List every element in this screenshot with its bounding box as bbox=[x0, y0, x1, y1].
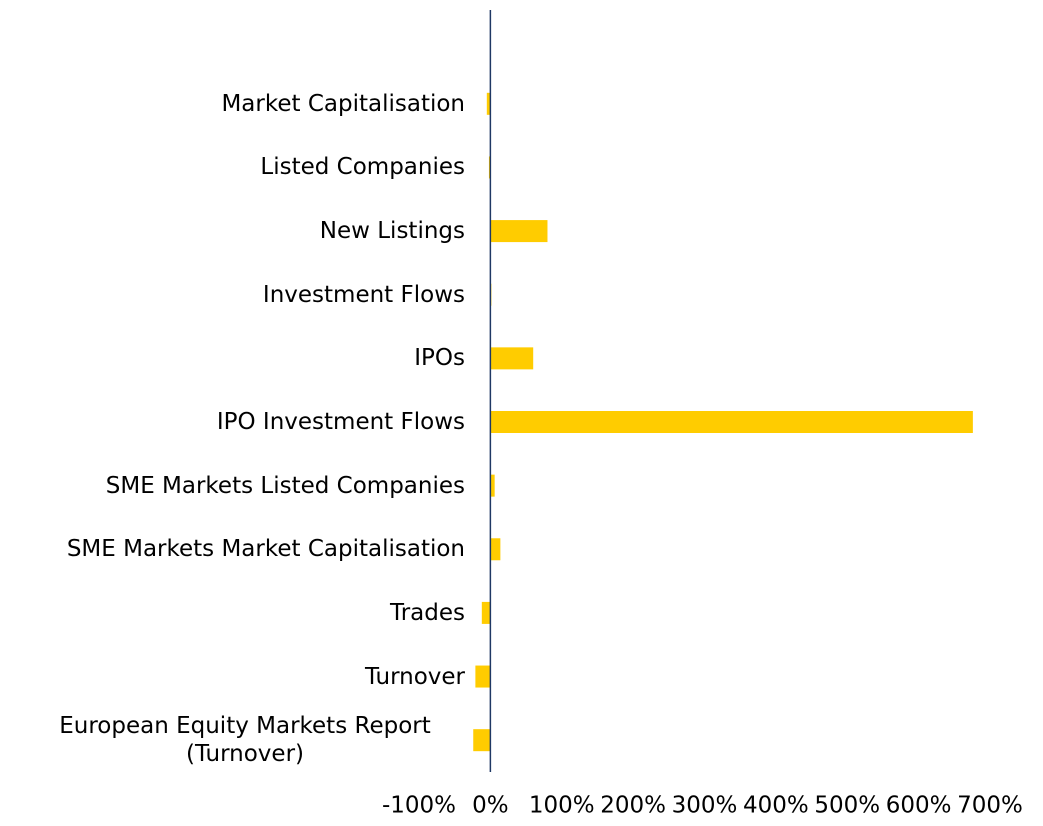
y-tick-label-box: Trades bbox=[0, 583, 465, 643]
y-tick-label: New Listings bbox=[319, 218, 465, 245]
y-tick-label: Listed Companies bbox=[260, 154, 465, 181]
bar bbox=[490, 411, 973, 433]
bar bbox=[490, 538, 501, 561]
y-tick-label: Market Capitalisation bbox=[221, 90, 465, 117]
y-tick-label-box: IPOs bbox=[0, 328, 465, 388]
y-tick-label-box: Market Capitalisation bbox=[0, 74, 465, 134]
bar bbox=[490, 220, 548, 243]
y-tick-label-box: Listed Companies bbox=[0, 137, 465, 197]
x-tick-label: 0% bbox=[472, 793, 509, 819]
y-tick-label: IPO Investment Flows bbox=[216, 409, 465, 435]
x-tick-label: 200% bbox=[600, 793, 666, 819]
y-tick-label-box: Investment Flows bbox=[0, 265, 465, 325]
bar bbox=[486, 92, 491, 115]
x-tick-label: 400% bbox=[743, 793, 809, 819]
x-tick-label: 100% bbox=[529, 793, 595, 819]
y-tick-label: European Equity Markets Report (Turnover… bbox=[59, 713, 431, 768]
bar bbox=[490, 347, 534, 370]
y-tick-label-box: IPO Investment Flows bbox=[0, 392, 465, 452]
y-tick-label-box: New Listings bbox=[0, 201, 465, 261]
x-tick-label: -100% bbox=[382, 793, 456, 819]
y-tick-label-box: SME Markets Listed Companies bbox=[0, 456, 465, 516]
y-tick-label-box: European Equity Markets Report (Turnover… bbox=[0, 710, 465, 770]
y-tick-label-box: SME Markets Market Capitalisation bbox=[0, 519, 465, 579]
bar bbox=[473, 729, 491, 752]
x-tick-label: 500% bbox=[814, 793, 880, 819]
x-tick-label: 700% bbox=[957, 793, 1023, 819]
x-tick-label: 600% bbox=[886, 793, 952, 819]
y-tick-label: Investment Flows bbox=[262, 281, 465, 308]
bar bbox=[481, 601, 491, 624]
y-tick-label-box: Turnover bbox=[0, 647, 465, 707]
y-tick-label: Trades bbox=[390, 599, 465, 626]
bar bbox=[490, 474, 495, 497]
y-tick-label: SME Markets Listed Companies bbox=[105, 472, 465, 499]
bar bbox=[475, 665, 491, 688]
y-tick-label: IPOs bbox=[414, 345, 465, 372]
y-tick-label: SME Markets Market Capitalisation bbox=[66, 536, 465, 563]
x-tick-label: 300% bbox=[672, 793, 738, 819]
y-tick-label: Turnover bbox=[364, 663, 465, 690]
